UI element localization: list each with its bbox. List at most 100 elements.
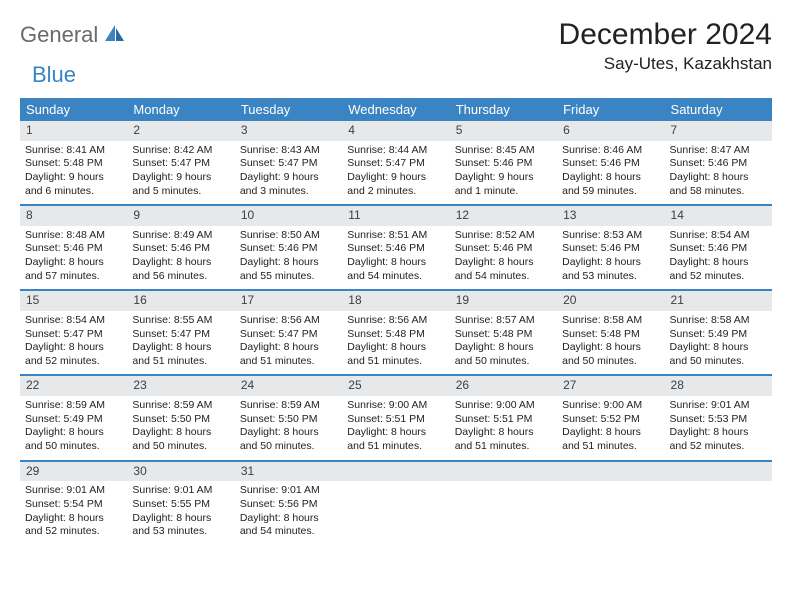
day-body xyxy=(665,481,772,531)
sunset-text: Sunset: 5:48 PM xyxy=(25,157,122,171)
day-cell: 23Sunrise: 8:59 AMSunset: 5:50 PMDayligh… xyxy=(127,376,234,459)
daylight-text: Daylight: 9 hours and 5 minutes. xyxy=(132,171,229,198)
day-number: 25 xyxy=(342,376,449,396)
sunset-text: Sunset: 5:49 PM xyxy=(670,328,767,342)
day-number: 26 xyxy=(450,376,557,396)
daylight-text: Daylight: 8 hours and 51 minutes. xyxy=(132,341,229,368)
day-cell-empty xyxy=(342,462,449,545)
daylight-text: Daylight: 8 hours and 56 minutes. xyxy=(132,256,229,283)
day-body xyxy=(557,481,664,531)
day-cell: 4Sunrise: 8:44 AMSunset: 5:47 PMDaylight… xyxy=(342,121,449,204)
day-number: 28 xyxy=(665,376,772,396)
sunrise-text: Sunrise: 9:01 AM xyxy=(132,484,229,498)
weeks-container: 1Sunrise: 8:41 AMSunset: 5:48 PMDaylight… xyxy=(20,121,772,545)
sunrise-text: Sunrise: 8:58 AM xyxy=(562,314,659,328)
day-body: Sunrise: 8:43 AMSunset: 5:47 PMDaylight:… xyxy=(235,141,342,205)
sunset-text: Sunset: 5:51 PM xyxy=(347,413,444,427)
sunrise-text: Sunrise: 8:55 AM xyxy=(132,314,229,328)
daylight-text: Daylight: 8 hours and 50 minutes. xyxy=(240,426,337,453)
day-body: Sunrise: 9:01 AMSunset: 5:56 PMDaylight:… xyxy=(235,481,342,545)
sunrise-text: Sunrise: 8:44 AM xyxy=(347,144,444,158)
sunset-text: Sunset: 5:53 PM xyxy=(670,413,767,427)
day-number xyxy=(557,462,664,482)
day-number: 24 xyxy=(235,376,342,396)
daylight-text: Daylight: 8 hours and 53 minutes. xyxy=(562,256,659,283)
sunrise-text: Sunrise: 9:00 AM xyxy=(347,399,444,413)
sunset-text: Sunset: 5:47 PM xyxy=(25,328,122,342)
day-number: 21 xyxy=(665,291,772,311)
day-number: 2 xyxy=(127,121,234,141)
day-cell: 6Sunrise: 8:46 AMSunset: 5:46 PMDaylight… xyxy=(557,121,664,204)
day-body: Sunrise: 8:45 AMSunset: 5:46 PMDaylight:… xyxy=(450,141,557,205)
daylight-text: Daylight: 8 hours and 55 minutes. xyxy=(240,256,337,283)
day-body: Sunrise: 8:59 AMSunset: 5:50 PMDaylight:… xyxy=(127,396,234,460)
day-body: Sunrise: 8:48 AMSunset: 5:46 PMDaylight:… xyxy=(20,226,127,290)
day-number: 30 xyxy=(127,462,234,482)
day-body: Sunrise: 9:00 AMSunset: 5:52 PMDaylight:… xyxy=(557,396,664,460)
logo: General xyxy=(20,18,128,48)
day-body: Sunrise: 8:50 AMSunset: 5:46 PMDaylight:… xyxy=(235,226,342,290)
day-number: 15 xyxy=(20,291,127,311)
sunset-text: Sunset: 5:46 PM xyxy=(240,242,337,256)
sunset-text: Sunset: 5:47 PM xyxy=(132,328,229,342)
day-number: 6 xyxy=(557,121,664,141)
day-body: Sunrise: 9:01 AMSunset: 5:55 PMDaylight:… xyxy=(127,481,234,545)
sunrise-text: Sunrise: 8:59 AM xyxy=(240,399,337,413)
day-number: 1 xyxy=(20,121,127,141)
sunrise-text: Sunrise: 8:47 AM xyxy=(670,144,767,158)
day-number: 19 xyxy=(450,291,557,311)
day-cell: 20Sunrise: 8:58 AMSunset: 5:48 PMDayligh… xyxy=(557,291,664,374)
calendar-page: General December 2024 Say-Utes, Kazakhst… xyxy=(0,0,792,545)
day-body: Sunrise: 8:49 AMSunset: 5:46 PMDaylight:… xyxy=(127,226,234,290)
day-cell: 9Sunrise: 8:49 AMSunset: 5:46 PMDaylight… xyxy=(127,206,234,289)
sunset-text: Sunset: 5:46 PM xyxy=(562,242,659,256)
sunrise-text: Sunrise: 8:53 AM xyxy=(562,229,659,243)
daylight-text: Daylight: 8 hours and 54 minutes. xyxy=(240,512,337,539)
sunset-text: Sunset: 5:55 PM xyxy=(132,498,229,512)
day-body: Sunrise: 8:56 AMSunset: 5:47 PMDaylight:… xyxy=(235,311,342,375)
week-row: 8Sunrise: 8:48 AMSunset: 5:46 PMDaylight… xyxy=(20,206,772,291)
day-number: 20 xyxy=(557,291,664,311)
day-cell: 25Sunrise: 9:00 AMSunset: 5:51 PMDayligh… xyxy=(342,376,449,459)
sunset-text: Sunset: 5:46 PM xyxy=(670,242,767,256)
day-number: 3 xyxy=(235,121,342,141)
daylight-text: Daylight: 8 hours and 53 minutes. xyxy=(132,512,229,539)
day-number: 10 xyxy=(235,206,342,226)
daylight-text: Daylight: 8 hours and 58 minutes. xyxy=(670,171,767,198)
sunrise-text: Sunrise: 9:00 AM xyxy=(562,399,659,413)
sunset-text: Sunset: 5:54 PM xyxy=(25,498,122,512)
day-cell: 21Sunrise: 8:58 AMSunset: 5:49 PMDayligh… xyxy=(665,291,772,374)
weekday-header: Thursday xyxy=(450,98,557,121)
day-number: 17 xyxy=(235,291,342,311)
daylight-text: Daylight: 8 hours and 50 minutes. xyxy=(562,341,659,368)
sunset-text: Sunset: 5:56 PM xyxy=(240,498,337,512)
day-body: Sunrise: 8:57 AMSunset: 5:48 PMDaylight:… xyxy=(450,311,557,375)
sunrise-text: Sunrise: 8:50 AM xyxy=(240,229,337,243)
calendar-grid: SundayMondayTuesdayWednesdayThursdayFrid… xyxy=(20,98,772,545)
daylight-text: Daylight: 9 hours and 3 minutes. xyxy=(240,171,337,198)
title-block: December 2024 Say-Utes, Kazakhstan xyxy=(559,18,772,74)
day-body: Sunrise: 9:01 AMSunset: 5:54 PMDaylight:… xyxy=(20,481,127,545)
sunrise-text: Sunrise: 8:45 AM xyxy=(455,144,552,158)
sunrise-text: Sunrise: 8:51 AM xyxy=(347,229,444,243)
sunrise-text: Sunrise: 8:54 AM xyxy=(25,314,122,328)
day-body: Sunrise: 8:41 AMSunset: 5:48 PMDaylight:… xyxy=(20,141,127,205)
sunset-text: Sunset: 5:46 PM xyxy=(455,157,552,171)
daylight-text: Daylight: 8 hours and 51 minutes. xyxy=(455,426,552,453)
day-body: Sunrise: 8:47 AMSunset: 5:46 PMDaylight:… xyxy=(665,141,772,205)
day-number: 31 xyxy=(235,462,342,482)
day-number: 22 xyxy=(20,376,127,396)
sunset-text: Sunset: 5:47 PM xyxy=(347,157,444,171)
weekday-header: Sunday xyxy=(20,98,127,121)
day-number xyxy=(342,462,449,482)
day-cell: 5Sunrise: 8:45 AMSunset: 5:46 PMDaylight… xyxy=(450,121,557,204)
day-number: 11 xyxy=(342,206,449,226)
logo-sail-icon xyxy=(104,23,126,48)
sunrise-text: Sunrise: 8:54 AM xyxy=(670,229,767,243)
sunrise-text: Sunrise: 8:41 AM xyxy=(25,144,122,158)
day-cell: 27Sunrise: 9:00 AMSunset: 5:52 PMDayligh… xyxy=(557,376,664,459)
day-cell: 17Sunrise: 8:56 AMSunset: 5:47 PMDayligh… xyxy=(235,291,342,374)
day-body: Sunrise: 8:54 AMSunset: 5:46 PMDaylight:… xyxy=(665,226,772,290)
sunset-text: Sunset: 5:47 PM xyxy=(240,328,337,342)
day-cell: 11Sunrise: 8:51 AMSunset: 5:46 PMDayligh… xyxy=(342,206,449,289)
